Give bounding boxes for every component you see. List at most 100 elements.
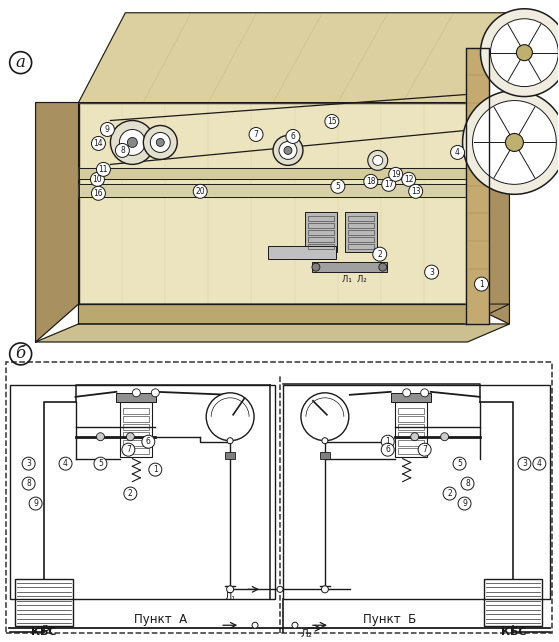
Polygon shape xyxy=(78,103,467,304)
Circle shape xyxy=(286,130,300,143)
Bar xyxy=(124,408,149,413)
Text: 6: 6 xyxy=(385,445,390,454)
Bar xyxy=(124,424,149,429)
Circle shape xyxy=(312,263,320,271)
Circle shape xyxy=(373,247,387,261)
Text: 1: 1 xyxy=(479,280,484,289)
Circle shape xyxy=(157,139,164,146)
Text: Л₁: Л₁ xyxy=(225,593,236,602)
Circle shape xyxy=(440,433,448,440)
Bar xyxy=(391,393,430,402)
Text: 8: 8 xyxy=(120,146,125,155)
Circle shape xyxy=(533,457,546,470)
Text: 4: 4 xyxy=(63,459,68,468)
Circle shape xyxy=(331,179,345,193)
Circle shape xyxy=(59,457,72,470)
Text: 6: 6 xyxy=(146,437,151,446)
Circle shape xyxy=(325,114,339,128)
Bar xyxy=(397,447,424,454)
Circle shape xyxy=(402,172,416,186)
Circle shape xyxy=(409,184,423,198)
Bar xyxy=(348,237,374,242)
Circle shape xyxy=(126,433,134,440)
Circle shape xyxy=(193,184,207,198)
Text: 9: 9 xyxy=(33,499,38,508)
Circle shape xyxy=(91,172,105,186)
Text: 10: 10 xyxy=(93,175,102,184)
Circle shape xyxy=(382,177,396,191)
Circle shape xyxy=(273,135,303,166)
Circle shape xyxy=(402,389,411,397)
Text: 3: 3 xyxy=(26,459,31,468)
Bar xyxy=(308,237,334,242)
Text: 3: 3 xyxy=(429,268,434,277)
Text: 4: 4 xyxy=(537,459,542,468)
Text: б: б xyxy=(16,345,26,363)
Circle shape xyxy=(301,393,349,440)
Circle shape xyxy=(458,497,471,510)
Circle shape xyxy=(97,162,111,177)
Circle shape xyxy=(249,128,263,141)
Circle shape xyxy=(490,19,558,87)
Bar xyxy=(345,213,377,252)
Bar xyxy=(10,385,275,599)
Circle shape xyxy=(461,477,474,490)
Polygon shape xyxy=(466,48,490,324)
Circle shape xyxy=(472,101,556,184)
Polygon shape xyxy=(78,184,467,197)
Circle shape xyxy=(411,433,419,440)
Circle shape xyxy=(517,45,532,60)
Circle shape xyxy=(142,435,155,448)
Text: 5: 5 xyxy=(335,182,340,191)
Polygon shape xyxy=(78,168,467,179)
Bar xyxy=(348,230,374,235)
Bar xyxy=(397,408,424,413)
Bar xyxy=(6,362,552,633)
Circle shape xyxy=(115,143,129,157)
Circle shape xyxy=(29,497,42,510)
Text: 3: 3 xyxy=(522,459,527,468)
Bar xyxy=(308,223,334,229)
Bar xyxy=(395,402,427,456)
Bar xyxy=(308,244,334,249)
Circle shape xyxy=(120,130,145,155)
Text: 6: 6 xyxy=(291,132,295,141)
Circle shape xyxy=(443,487,456,500)
Bar xyxy=(124,416,149,422)
Bar xyxy=(116,393,157,402)
Bar xyxy=(15,579,73,626)
Text: 14: 14 xyxy=(94,139,103,148)
Circle shape xyxy=(425,265,439,279)
Text: 13: 13 xyxy=(411,187,420,196)
Circle shape xyxy=(421,389,429,397)
Text: 9: 9 xyxy=(462,499,467,508)
Bar xyxy=(308,230,334,235)
Circle shape xyxy=(505,134,523,152)
Bar xyxy=(348,244,374,249)
Circle shape xyxy=(111,121,154,164)
Bar xyxy=(397,424,424,429)
Circle shape xyxy=(22,457,35,470)
Circle shape xyxy=(122,443,135,456)
Circle shape xyxy=(279,141,297,159)
Bar xyxy=(124,447,149,454)
Text: 2: 2 xyxy=(377,250,382,259)
Circle shape xyxy=(226,586,234,593)
Circle shape xyxy=(94,457,107,470)
Polygon shape xyxy=(78,304,509,324)
Circle shape xyxy=(252,622,258,629)
Text: 18: 18 xyxy=(366,177,376,186)
Circle shape xyxy=(124,487,137,500)
Circle shape xyxy=(206,393,254,440)
Circle shape xyxy=(364,175,378,188)
Circle shape xyxy=(451,146,465,159)
Bar xyxy=(225,452,235,458)
Circle shape xyxy=(151,389,159,397)
Circle shape xyxy=(92,137,106,150)
Circle shape xyxy=(127,137,138,148)
Circle shape xyxy=(227,438,233,444)
Bar xyxy=(124,440,149,446)
Text: 15: 15 xyxy=(327,117,337,126)
Circle shape xyxy=(481,9,559,96)
Bar xyxy=(312,262,387,272)
